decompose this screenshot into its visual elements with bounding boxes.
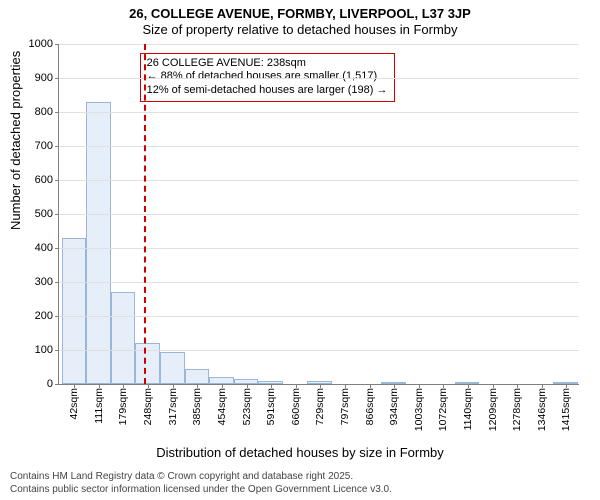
y-tick-label: 300 <box>35 276 53 288</box>
histogram-bar <box>185 369 210 384</box>
x-tick-label: 454sqm <box>216 388 228 425</box>
footer-attribution: Contains HM Land Registry data © Crown c… <box>10 471 392 496</box>
histogram-bar <box>62 238 87 384</box>
y-tick-label: 600 <box>35 174 53 186</box>
y-tick-mark <box>55 282 59 283</box>
x-tick-label: 1003sqm <box>413 388 425 431</box>
gridline <box>59 180 579 181</box>
x-tick-label: 111sqm <box>93 388 105 424</box>
x-tick-label: 179sqm <box>117 388 129 425</box>
gridline <box>59 78 579 79</box>
property-marker-line <box>144 44 146 384</box>
plot-area: 26 COLLEGE AVENUE: 238sqm ← 88% of detac… <box>58 44 579 385</box>
gridline <box>59 248 579 249</box>
y-tick-label: 900 <box>35 72 53 84</box>
chart-title-line1: 26, COLLEGE AVENUE, FORMBY, LIVERPOOL, L… <box>0 6 600 21</box>
y-tick-label: 700 <box>35 140 53 152</box>
y-tick-mark <box>55 146 59 147</box>
y-tick-label: 100 <box>35 344 53 356</box>
footer-line1: Contains HM Land Registry data © Crown c… <box>10 471 392 484</box>
gridline <box>59 350 579 351</box>
y-tick-mark <box>55 78 59 79</box>
gridline <box>59 146 579 147</box>
x-tick-label: 591sqm <box>265 388 277 425</box>
x-tick-label: 1278sqm <box>511 388 523 431</box>
y-tick-mark <box>55 44 59 45</box>
gridline <box>59 214 579 215</box>
x-tick-label: 729sqm <box>314 388 326 425</box>
y-tick-mark <box>55 316 59 317</box>
x-tick-label: 1346sqm <box>536 388 548 431</box>
y-axis-label: Number of detached properties <box>8 51 23 230</box>
annotation-line3: 12% of semi-detached houses are larger (… <box>147 84 388 98</box>
gridline <box>59 112 579 113</box>
x-tick-label: 317sqm <box>167 388 179 425</box>
chart-title-line2: Size of property relative to detached ho… <box>0 22 600 37</box>
x-tick-label: 797sqm <box>339 388 351 425</box>
x-tick-label: 248sqm <box>142 388 154 425</box>
x-tick-label: 1072sqm <box>437 388 449 431</box>
x-tick-label: 1140sqm <box>462 388 474 430</box>
histogram-bar <box>160 352 185 384</box>
gridline <box>59 44 579 45</box>
gridline <box>59 316 579 317</box>
x-tick-label: 866sqm <box>364 388 376 425</box>
x-tick-label: 1415sqm <box>560 388 572 431</box>
y-tick-label: 200 <box>35 310 53 322</box>
histogram-bar <box>86 102 111 384</box>
x-tick-label: 934sqm <box>388 388 400 425</box>
y-tick-label: 500 <box>35 208 53 220</box>
x-axis-label: Distribution of detached houses by size … <box>0 445 600 460</box>
gridline <box>59 282 579 283</box>
x-tick-label: 523sqm <box>241 388 253 425</box>
y-tick-mark <box>55 350 59 351</box>
y-tick-mark <box>55 180 59 181</box>
histogram-bar <box>553 382 578 384</box>
footer-line2: Contains public sector information licen… <box>10 484 392 497</box>
x-tick-label: 385sqm <box>191 388 203 425</box>
y-tick-label: 800 <box>35 106 53 118</box>
y-tick-label: 1000 <box>29 38 53 50</box>
histogram-bar <box>209 377 234 384</box>
y-tick-label: 400 <box>35 242 53 254</box>
y-tick-mark <box>55 112 59 113</box>
chart-container: 26, COLLEGE AVENUE, FORMBY, LIVERPOOL, L… <box>0 0 600 500</box>
y-tick-mark <box>55 384 59 385</box>
x-tick-label: 1209sqm <box>487 388 499 431</box>
y-tick-mark <box>55 248 59 249</box>
histogram-bar <box>111 292 136 384</box>
y-tick-mark <box>55 214 59 215</box>
y-tick-label: 0 <box>47 378 53 390</box>
x-tick-label: 42sqm <box>68 388 80 420</box>
annotation-line1: 26 COLLEGE AVENUE: 238sqm <box>147 57 388 71</box>
x-tick-label: 660sqm <box>290 388 302 425</box>
